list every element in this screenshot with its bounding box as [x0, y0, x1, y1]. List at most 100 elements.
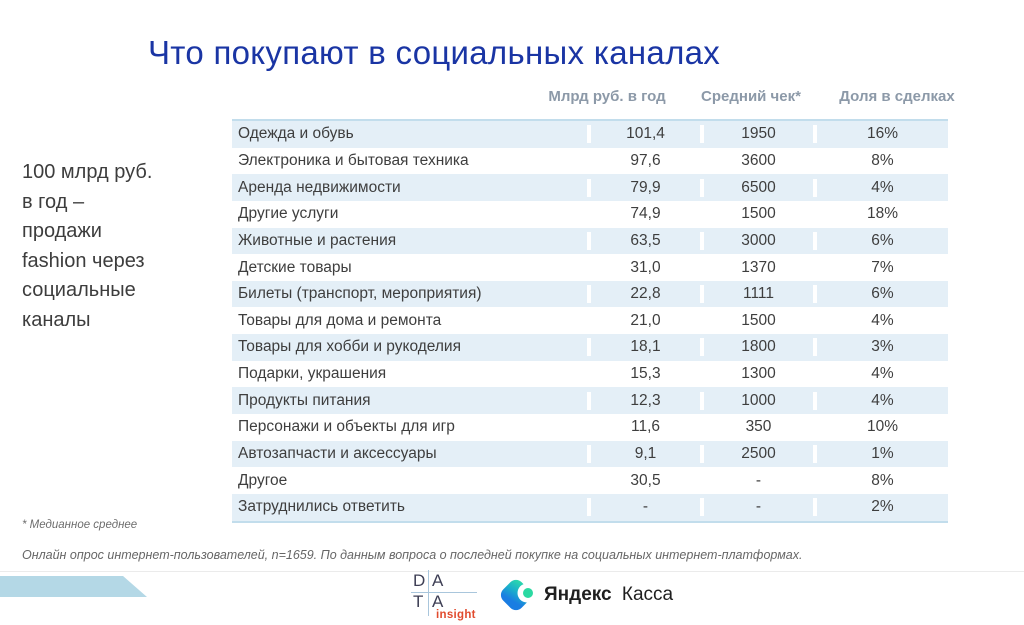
category-cell: Одежда и обувь: [238, 125, 354, 143]
category-cell: Электроника и бытовая техника: [238, 151, 469, 169]
data-insight-letter: A: [432, 571, 444, 590]
revenue-cell: 74,9: [587, 205, 700, 224]
share-cell: 6%: [813, 231, 948, 250]
revenue-cell: -: [587, 498, 700, 517]
revenue-cell: 63,5: [587, 231, 700, 250]
category-cell: Животные и растения: [238, 231, 397, 249]
category-cell: Другие услуги: [238, 205, 339, 223]
data-insight-logo: D A T A insight: [411, 570, 485, 622]
yandex-kassa-wordmark: Яндекс Касса: [544, 584, 673, 606]
logo-crosshair-vline: [428, 570, 429, 616]
check-cell: 1500: [700, 205, 813, 224]
check-cell: 3600: [700, 151, 813, 170]
check-cell: 3000: [700, 231, 813, 250]
table-row: Продукты питания 12,3 1000 4%: [232, 387, 948, 415]
check-cell: 1300: [700, 365, 813, 384]
check-cell: 350: [700, 418, 813, 437]
table-row: Подарки, украшения 15,3 1300 4%: [232, 360, 948, 388]
key-fact-line: социальные: [22, 279, 136, 301]
share-cell: 7%: [813, 258, 948, 277]
revenue-cell: 101,4: [587, 125, 700, 144]
category-cell: Персонажи и объекты для игр: [238, 418, 455, 436]
share-cell: 4%: [813, 365, 948, 384]
share-cell: 8%: [813, 151, 948, 170]
share-cell: 16%: [813, 125, 948, 144]
share-cell: 8%: [813, 471, 948, 490]
revenue-cell: 21,0: [587, 311, 700, 330]
table-row: Электроника и бытовая техника 97,6 3600 …: [232, 147, 948, 175]
share-cell: 4%: [813, 178, 948, 197]
check-cell: 6500: [700, 178, 813, 197]
revenue-cell: 15,3: [587, 365, 700, 384]
decorative-band: [0, 576, 147, 597]
footnote-survey: Онлайн опрос интернет-пользователей, n=1…: [22, 548, 803, 562]
yandex-kassa-icon: [500, 579, 537, 611]
check-cell: -: [700, 498, 813, 517]
revenue-cell: 31,0: [587, 258, 700, 277]
column-header-revenue: Млрд руб. в год: [548, 88, 666, 105]
key-fact-line: 100 млрд руб.: [22, 161, 153, 183]
table-row: Автозапчасти и аксессуары 9,1 2500 1%: [232, 440, 948, 468]
category-cell: Автозапчасти и аксессуары: [238, 445, 437, 462]
footer-divider: [0, 571, 1024, 572]
table-row: Товары для дома и ремонта 21,0 1500 4%: [232, 307, 948, 335]
revenue-cell: 11,6: [587, 418, 700, 437]
check-cell: 1000: [700, 391, 813, 410]
key-fact-note: 100 млрд руб. в год – продажи fashion че…: [22, 158, 152, 335]
logo-crosshair-hline: [411, 591, 477, 593]
table-header: Млрд руб. в год Средний чек* Доля в сдел…: [232, 88, 972, 110]
category-cell: Продукты питания: [238, 391, 371, 409]
revenue-cell: 30,5: [587, 471, 700, 490]
data-insight-wordmark: insight: [436, 609, 476, 621]
category-cell: Другое: [238, 471, 288, 489]
revenue-cell: 12,3: [587, 391, 700, 410]
check-cell: 1950: [700, 125, 813, 144]
table-row: Другие услуги 74,9 1500 18%: [232, 200, 948, 228]
revenue-cell: 79,9: [587, 178, 700, 197]
data-insight-letter: T: [413, 592, 424, 611]
data-insight-letter: D: [413, 571, 426, 590]
share-cell: 3%: [813, 338, 948, 357]
table-row: Товары для хобби и рукоделия 18,1 1800 3…: [232, 334, 948, 361]
share-cell: 18%: [813, 205, 948, 224]
column-header-share: Доля в сделках: [839, 88, 955, 105]
yandex-brand-text: Яндекс: [544, 584, 612, 605]
category-cell: Детские товары: [238, 258, 352, 276]
check-cell: -: [700, 471, 813, 490]
category-cell: Подарки, украшения: [238, 365, 387, 383]
footnote-median: * Медианное среднее: [22, 519, 138, 531]
check-cell: 1800: [700, 338, 813, 357]
table-row: Животные и растения 63,5 3000 6%: [232, 227, 948, 255]
share-cell: 4%: [813, 391, 948, 410]
category-cell: Затруднились ответить: [238, 498, 405, 516]
category-cell: Билеты (транспорт, мероприятия): [238, 285, 482, 303]
share-cell: 10%: [813, 418, 948, 437]
check-cell: 2500: [700, 445, 813, 463]
table-row: Затруднились ответить - - 2%: [232, 493, 948, 521]
key-fact-line: продажи: [22, 220, 102, 242]
table-body: Одежда и обувь 101,4 1950 16% Электроник…: [232, 121, 948, 521]
table-row: Билеты (транспорт, мероприятия) 22,8 111…: [232, 280, 948, 308]
check-cell: 1111: [700, 285, 813, 304]
revenue-cell: 97,6: [587, 151, 700, 170]
category-cell: Товары для хобби и рукоделия: [238, 338, 461, 356]
table-row: Персонажи и объекты для игр 11,6 350 10%: [232, 414, 948, 441]
yandex-kassa-logo: Яндекс Касса: [497, 574, 673, 616]
category-cell: Товары для дома и ремонта: [238, 311, 442, 329]
share-cell: 6%: [813, 285, 948, 304]
key-fact-line: в год –: [22, 190, 85, 213]
check-cell: 1370: [700, 258, 813, 277]
share-cell: 4%: [813, 311, 948, 330]
share-cell: 2%: [813, 498, 948, 517]
revenue-cell: 22,8: [587, 285, 700, 304]
table-row: Другое 30,5 - 8%: [232, 467, 948, 494]
key-fact-line: каналы: [22, 308, 91, 331]
category-cell: Аренда недвижимости: [238, 178, 401, 196]
page-title: Что покупают в социальных каналах: [148, 34, 721, 72]
table-row: Одежда и обувь 101,4 1950 16%: [232, 121, 948, 148]
revenue-cell: 9,1: [587, 445, 700, 463]
purchases-table: Одежда и обувь 101,4 1950 16% Электроник…: [232, 119, 948, 523]
key-fact-line: fashion через: [22, 249, 145, 272]
data-insight-letter: A: [432, 592, 444, 611]
column-header-check: Средний чек*: [701, 88, 801, 105]
